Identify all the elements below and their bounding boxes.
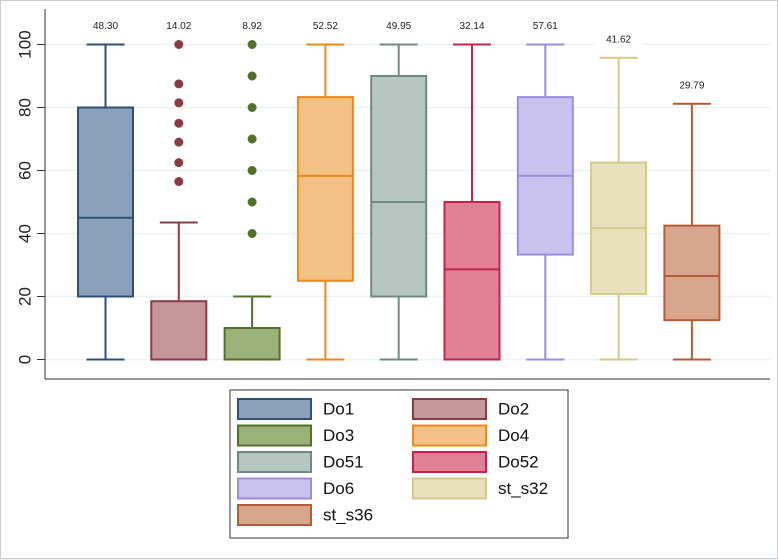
legend-swatch-Do3: [237, 424, 312, 447]
box-Do2: 14.02: [150, 17, 208, 361]
legend: Do1 Do2 Do3 Do4 Do51 Do52 Do6 st_s32 st_s36: [229, 389, 569, 539]
box-Do6: 57.61: [516, 17, 574, 361]
legend-label-Do3: Do3: [323, 426, 354, 445]
y-tick-label-80: 80: [15, 98, 34, 117]
value-label-st_s36: 29.79: [679, 80, 704, 91]
legend-label-Do51: Do51: [323, 452, 364, 471]
y-tick-label-60: 60: [15, 161, 34, 180]
box-st_s36: 29.79: [663, 76, 721, 361]
value-label-Do6: 57.61: [533, 21, 558, 32]
value-label-bg-Do51: [374, 17, 423, 35]
outlier-Do2-6: [174, 40, 184, 49]
value-label-st_s32: 41.62: [606, 34, 631, 45]
legend-item-Do52: Do52: [412, 451, 539, 473]
value-label-Do1: 48.30: [93, 21, 118, 32]
legend-swatch-st_s36: [237, 504, 312, 526]
legend-label-st_s36: st_s36: [323, 505, 373, 524]
value-label-bg-Do52: [448, 17, 496, 35]
value-label-bg-st_s36: [667, 76, 716, 94]
outlier-Do2-2: [174, 137, 184, 147]
value-label-bg-Do6: [521, 17, 570, 35]
y-axis: 0 20 40 60 80 100: [15, 9, 770, 380]
box-rect-Do2: [150, 300, 208, 361]
legend-swatch-Do2: [412, 398, 487, 420]
outlier-Do2-1: [174, 158, 184, 168]
box-Do4: 52.52: [296, 17, 354, 361]
legend-item-Do6: Do6: [237, 477, 354, 500]
box-rect-Do3: [223, 327, 281, 361]
legend-label-Do52: Do52: [498, 452, 539, 471]
outlier-Do2-5: [174, 79, 184, 89]
legend-item-Do1: Do1: [237, 398, 354, 420]
box-Do51: 49.95: [370, 17, 428, 361]
box-st_s32: 41.62: [590, 30, 648, 361]
outlier-Do3-3: [247, 134, 257, 144]
value-label-bg-Do3: [228, 17, 277, 35]
legend-item-Do3: Do3: [237, 424, 354, 447]
y-tick-label-100: 100: [15, 30, 34, 58]
legend-item-Do4: Do4: [412, 424, 529, 447]
value-label-Do3: 8.92: [242, 21, 262, 32]
legend-swatch-Do51: [237, 451, 312, 473]
box-Do1: 48.30: [77, 17, 134, 361]
legend-label-Do2: Do2: [498, 399, 529, 418]
outlier-Do2-0: [174, 177, 184, 187]
legend-item-st_s36: st_s36: [237, 504, 373, 526]
outlier-Do3-6: [247, 40, 257, 49]
legend-swatch-Do1: [237, 398, 312, 420]
value-label-bg-Do1: [81, 17, 130, 35]
value-label-bg-Do2: [154, 17, 203, 35]
box-rect-Do1: [77, 106, 134, 298]
outlier-Do3-1: [247, 197, 257, 207]
outlier-Do3-2: [247, 166, 257, 175]
legend-item-Do2: Do2: [412, 398, 529, 420]
legend-label-Do6: Do6: [323, 479, 354, 498]
legend-label-Do4: Do4: [498, 426, 529, 445]
outlier-Do3-4: [247, 103, 257, 112]
boxes: 48.30 14.02 8.92 52.52 49.95 32.14 57.61 41.62 2…: [77, 17, 721, 361]
box-rect-Do4: [296, 96, 354, 282]
value-label-bg-st_s32: [594, 30, 643, 48]
y-tick-label-0: 0: [15, 355, 34, 364]
box-rect-st_s36: [663, 224, 721, 322]
legend-label-st_s32: st_s32: [498, 479, 548, 498]
box-rect-Do52: [443, 201, 501, 361]
value-label-Do52: 32.14: [459, 21, 484, 32]
legend-swatch-st_s32: [412, 477, 487, 500]
y-tick-label-20: 20: [15, 287, 34, 306]
outlier-Do2-3: [174, 118, 184, 128]
legend-item-st_s32: st_s32: [412, 477, 548, 500]
value-label-Do51: 49.95: [386, 21, 411, 32]
outlier-Do2-4: [174, 98, 184, 108]
legend-item-Do51: Do51: [237, 451, 364, 473]
value-label-bg-Do4: [301, 17, 350, 35]
outlier-Do3-0: [247, 229, 257, 238]
legend-swatch-Do52: [412, 451, 487, 473]
box-rect-Do51: [370, 75, 428, 298]
value-label-Do4: 52.52: [313, 21, 338, 32]
value-label-Do2: 14.02: [166, 21, 191, 32]
outlier-Do3-5: [247, 71, 257, 81]
y-tick-label-40: 40: [15, 224, 34, 243]
box-Do52: 32.14: [443, 17, 501, 361]
box-Do3: 8.92: [223, 17, 281, 361]
legend-label-Do1: Do1: [323, 399, 354, 418]
legend-swatch-Do6: [237, 477, 312, 500]
legend-swatch-Do4: [412, 424, 487, 447]
